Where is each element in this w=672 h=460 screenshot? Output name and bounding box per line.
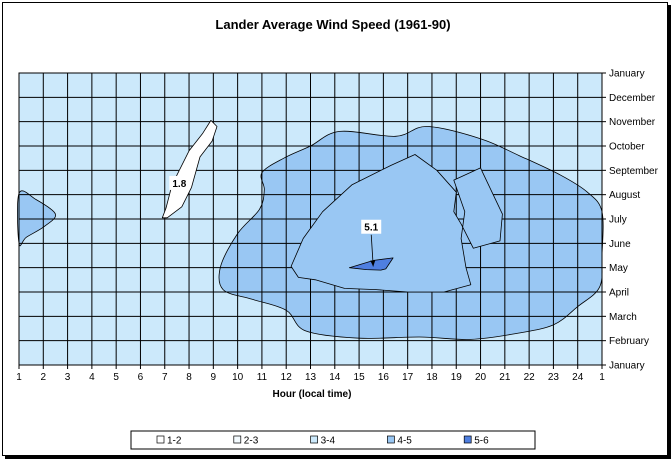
legend: 1-2 2-3 3-4 4-5 5-6 — [130, 430, 536, 450]
y-tick-label: November — [609, 117, 656, 128]
chart-title: Lander Average Wind Speed (1961-90) — [215, 17, 450, 32]
legend-swatch — [387, 435, 395, 444]
x-tick-label: 3 — [65, 372, 71, 383]
x-tick-label: 12 — [281, 372, 293, 383]
y-tick-label: December — [609, 93, 656, 104]
contour-label: 1.8 — [172, 179, 186, 190]
legend-label: 4-5 — [397, 436, 412, 447]
x-tick-label: 15 — [354, 372, 366, 383]
legend-swatch — [156, 435, 165, 444]
x-tick-label: 20 — [475, 372, 487, 383]
contour-chart: Lander Average Wind Speed (1961-90) 1.8 5… — [16, 17, 659, 450]
x-tick-label: 7 — [162, 372, 168, 383]
x-tick-label: 5 — [113, 372, 119, 383]
x-tick-label: 18 — [426, 372, 438, 383]
y-tick-label: September — [609, 166, 659, 177]
band-4-5-region — [290, 154, 503, 293]
legend-swatch — [233, 435, 242, 444]
y-tick-label: January — [609, 69, 645, 80]
chart-frame: Lander Average Wind Speed (1961-90) 1.8 5… — [2, 2, 668, 456]
legend-swatch — [310, 435, 318, 444]
contour-label: 5.1 — [364, 223, 378, 234]
x-tick-label: 6 — [138, 372, 144, 383]
x-tick-label: 24 — [572, 372, 584, 383]
band-5-6-region — [349, 257, 394, 271]
y-tick-label: April — [609, 288, 629, 299]
legend-label: 2-3 — [244, 436, 259, 447]
x-tick-label: 8 — [186, 372, 192, 383]
y-tick-label: February — [609, 336, 649, 347]
contour-label-box — [169, 175, 190, 190]
legend-box — [130, 430, 536, 450]
x-tick-label: 1 — [599, 372, 605, 383]
x-tick-label: 13 — [305, 372, 317, 383]
x-tick-label: 17 — [402, 372, 414, 383]
x-tick-label: 14 — [329, 372, 341, 383]
legend-swatch — [463, 435, 472, 444]
x-tick-label: 4 — [89, 372, 95, 383]
y-tick-label: June — [609, 239, 631, 250]
y-tick-label: October — [609, 142, 645, 153]
label-arrowhead — [370, 260, 376, 267]
x-tick-label: 16 — [378, 372, 390, 383]
legend-label: 5-6 — [474, 436, 489, 447]
x-tick-label: 21 — [499, 372, 511, 383]
legend-label: 1-2 — [167, 436, 182, 447]
y-tick-label: August — [609, 190, 640, 201]
plot-area: 1.85.11 2 3 4 5 6 7 8 9 10 11 12 13 14 15 16 17 18 19 20 21 2… — [16, 69, 658, 384]
y-tick-label: March — [609, 312, 637, 323]
x-tick-label: 2 — [41, 372, 47, 383]
contour-label-box — [361, 219, 382, 234]
legend-label: 3-4 — [321, 436, 336, 447]
x-axis-label: Hour (local time) — [273, 389, 352, 400]
x-tick-label: 10 — [232, 372, 244, 383]
x-tick-label: 11 — [257, 372, 268, 383]
x-tick-label: 23 — [548, 372, 560, 383]
x-tick-label: 9 — [211, 372, 217, 383]
x-tick-label: 1 — [16, 372, 22, 383]
x-tick-label: 22 — [524, 372, 536, 383]
y-tick-label: May — [609, 263, 628, 274]
y-tick-label: January — [609, 361, 645, 372]
x-tick-label: 19 — [451, 372, 463, 383]
y-tick-label: July — [609, 215, 627, 226]
